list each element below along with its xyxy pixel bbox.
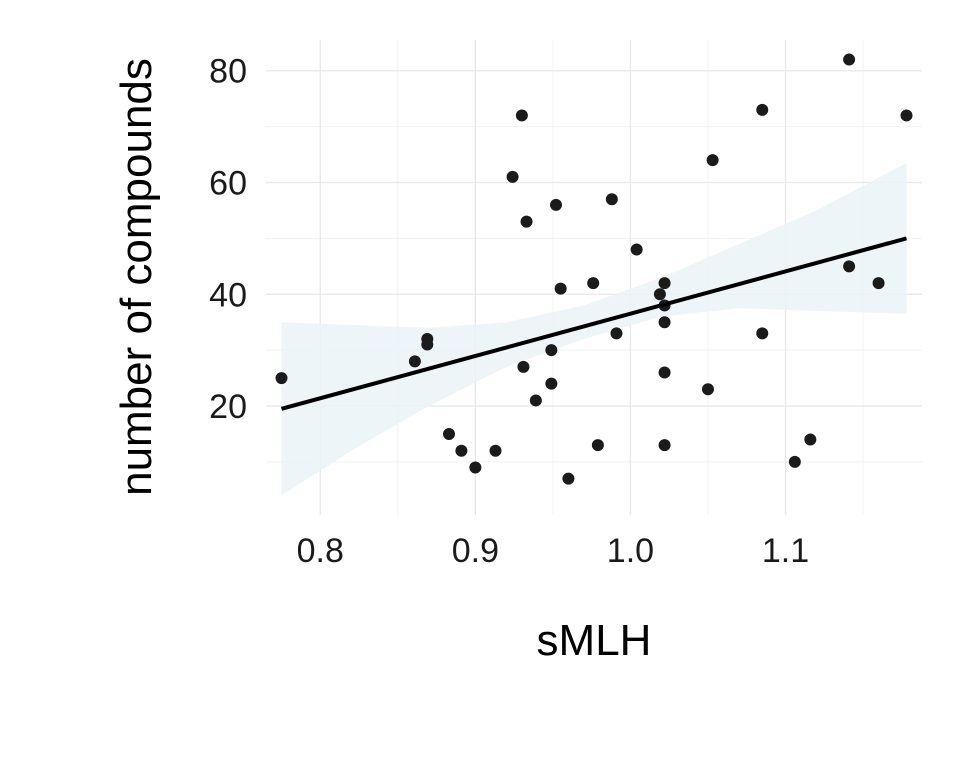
trend-line	[280, 236, 908, 411]
x-tick-label: 1.1	[762, 532, 809, 570]
data-point	[900, 109, 913, 122]
data-point	[506, 170, 519, 183]
data-point	[658, 277, 671, 290]
data-point	[630, 243, 643, 256]
data-point	[610, 327, 623, 340]
data-point	[756, 327, 769, 340]
x-tick-label: 1.0	[607, 532, 654, 570]
data-point	[442, 427, 455, 440]
confidence-band	[281, 162, 907, 496]
y-axis-title: number of compounds	[112, 58, 161, 496]
data-point	[658, 316, 671, 329]
data-point	[701, 383, 714, 396]
data-point	[489, 444, 502, 457]
data-point	[469, 461, 482, 474]
y-tick-label: 80	[209, 53, 247, 91]
data-point	[587, 277, 600, 290]
y-tick-label: 20	[209, 388, 247, 426]
data-point	[843, 260, 856, 273]
x-tick-labels: 0.8 0.9 1.0 1.1	[297, 532, 810, 570]
data-point	[408, 355, 421, 368]
x-axis-title: sMLH	[537, 616, 652, 665]
data-point	[275, 372, 288, 385]
data-points	[275, 53, 913, 485]
y-tick-label: 40	[209, 276, 247, 314]
data-point	[545, 344, 558, 357]
data-point	[545, 377, 558, 390]
data-point	[515, 109, 528, 122]
data-point	[706, 154, 719, 167]
data-point	[658, 366, 671, 379]
data-point	[653, 288, 666, 301]
data-point	[756, 103, 769, 116]
x-tick-label: 0.8	[297, 532, 344, 570]
data-point	[421, 338, 434, 351]
data-point	[843, 53, 856, 66]
x-tick-label: 0.9	[452, 532, 499, 570]
data-point	[591, 439, 604, 452]
data-point	[554, 282, 567, 295]
data-point	[455, 444, 468, 457]
y-tick-labels: 20 40 60 80	[209, 53, 247, 426]
data-point	[517, 360, 530, 373]
data-point	[529, 394, 542, 407]
data-point	[658, 439, 671, 452]
data-point	[804, 433, 817, 446]
data-point	[605, 193, 618, 206]
data-point	[520, 215, 533, 228]
data-point	[872, 277, 885, 290]
y-tick-label: 60	[209, 165, 247, 203]
data-point	[550, 198, 563, 211]
data-point	[562, 472, 575, 485]
data-point	[788, 455, 801, 468]
